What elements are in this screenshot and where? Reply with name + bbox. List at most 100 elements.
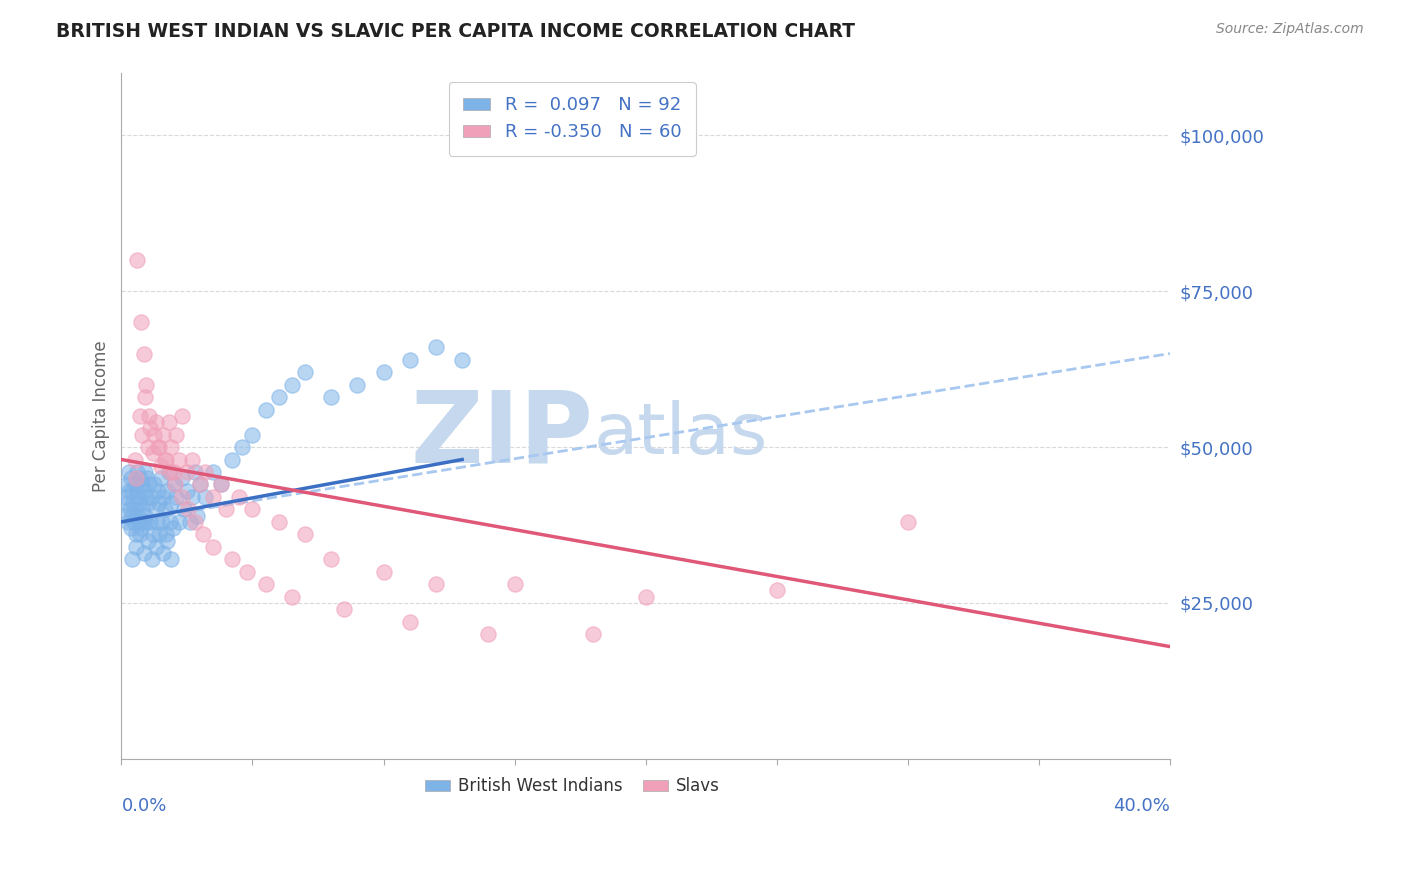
Text: atlas: atlas (593, 401, 768, 469)
Point (131, 427, 153, 442)
Point (236, 565, 259, 579)
Point (170, 409, 193, 423)
Point (634, 590, 657, 604)
Point (294, 365, 316, 379)
Point (181, 452, 204, 467)
Point (125, 540, 148, 554)
Point (136, 471, 159, 485)
Point (184, 465, 207, 479)
Point (148, 440, 170, 454)
Point (373, 565, 395, 579)
Point (242, 502, 264, 516)
Point (124, 477, 146, 491)
Point (398, 352, 420, 367)
Point (142, 527, 165, 541)
Point (281, 377, 304, 392)
Legend: British West Indians, Slavs: British West Indians, Slavs (418, 771, 727, 802)
Point (135, 515, 157, 529)
Point (170, 490, 193, 504)
Text: 0.0%: 0.0% (121, 797, 167, 814)
Point (159, 515, 181, 529)
Point (124, 502, 146, 516)
Point (267, 515, 290, 529)
Point (242, 427, 264, 442)
Point (160, 552, 183, 566)
Point (582, 627, 605, 641)
Point (373, 365, 395, 379)
Point (221, 452, 243, 467)
Point (209, 477, 232, 491)
Point (148, 527, 170, 541)
Point (152, 427, 174, 442)
Point (159, 465, 181, 479)
Point (115, 508, 138, 523)
Point (155, 452, 177, 467)
Point (181, 490, 204, 504)
Point (425, 340, 447, 354)
Point (254, 577, 277, 591)
Point (127, 465, 149, 479)
Point (179, 515, 201, 529)
Point (118, 483, 141, 498)
Point (157, 465, 180, 479)
Point (184, 515, 207, 529)
Point (202, 540, 225, 554)
Point (145, 540, 167, 554)
Point (503, 577, 526, 591)
Point (163, 477, 186, 491)
Text: ZIP: ZIP (411, 386, 593, 483)
Point (163, 465, 186, 479)
Point (128, 471, 150, 485)
Point (221, 552, 243, 566)
Point (156, 483, 179, 498)
Point (333, 602, 356, 616)
Point (122, 496, 145, 510)
Point (146, 483, 169, 498)
Point (118, 502, 141, 516)
Point (141, 490, 163, 504)
Point (135, 490, 157, 504)
Point (129, 315, 152, 329)
Point (425, 577, 447, 591)
Point (148, 496, 170, 510)
Point (149, 471, 172, 485)
Point (121, 483, 143, 498)
Point (897, 515, 920, 529)
Point (125, 471, 148, 485)
Point (156, 533, 179, 548)
Point (176, 483, 198, 498)
Point (131, 477, 153, 491)
Point (128, 409, 150, 423)
Point (134, 508, 156, 523)
Point (128, 515, 150, 529)
Point (132, 483, 155, 498)
Point (127, 490, 149, 504)
Point (132, 546, 155, 560)
Point (451, 352, 474, 367)
Point (124, 452, 146, 467)
Point (152, 546, 174, 560)
Point (153, 502, 176, 516)
Point (145, 415, 167, 429)
Point (231, 440, 253, 454)
Point (167, 515, 190, 529)
Point (176, 465, 198, 479)
Point (114, 490, 136, 504)
Point (143, 477, 166, 491)
Point (125, 483, 148, 498)
Point (121, 552, 143, 566)
Point (132, 515, 155, 529)
Text: 40.0%: 40.0% (1114, 797, 1170, 814)
Point (136, 496, 159, 510)
Point (186, 508, 208, 523)
Point (321, 390, 343, 404)
Point (162, 521, 184, 535)
Point (152, 490, 174, 504)
Point (120, 471, 142, 485)
Point (142, 446, 165, 460)
Point (127, 508, 149, 523)
Point (202, 490, 225, 504)
Point (125, 527, 148, 541)
Point (146, 440, 169, 454)
Point (120, 521, 142, 535)
